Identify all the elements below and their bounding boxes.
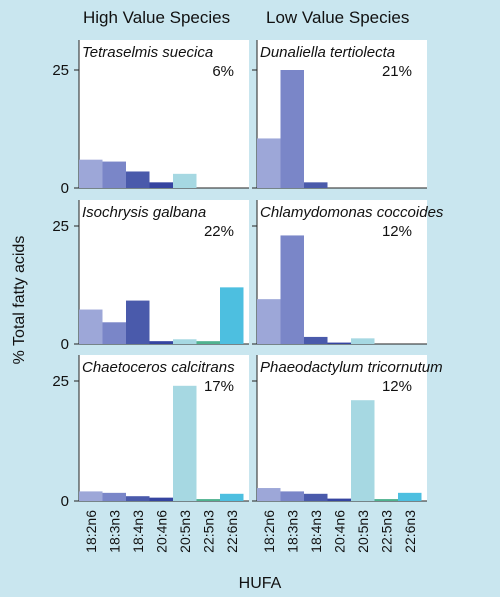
percentage-label: 6% (212, 63, 234, 80)
x-tick-label-18-2n6: 18:2n6 (83, 510, 99, 553)
panel-chlamydomonas: Chlamydomonas coccoides 12% (252, 200, 444, 345)
percentage-label: 12% (382, 223, 412, 240)
y-tick-label: 25 (52, 218, 69, 235)
x-tick-label-20-4n6: 20:4n6 (153, 510, 169, 553)
panel-background (79, 355, 249, 501)
column-title-high-value: High Value Species (83, 8, 230, 27)
bar-20-5n3 (351, 338, 375, 344)
species-name: Isochrysis galbana (82, 204, 206, 221)
bar-20-4n6 (327, 498, 351, 501)
x-category-labels: 18:2n6 18:3n3 18:4n3 20:4n6 20:5n3 22:5n3 22:6… (83, 510, 418, 553)
species-name: Tetraselmis suecica (82, 44, 213, 61)
y-tick-label: 0 (61, 180, 69, 197)
panel-tetraselmis: 0 25 Tetraselmis suecica 6% (52, 40, 249, 197)
x-tick-label-22-6n3: 22:6n3 (224, 510, 240, 553)
bar-20-4n6 (327, 342, 351, 344)
bar-22-6n3 (220, 493, 244, 501)
bar-18-4n3 (304, 336, 328, 344)
percentage-label: 21% (382, 63, 412, 80)
y-tick-label: 25 (52, 373, 69, 390)
x-tick-label-18-3n3: 18:3n3 (284, 510, 300, 553)
bar-18-3n3 (102, 322, 126, 344)
bar-18-2n6 (257, 138, 281, 188)
bar-18-4n3 (126, 300, 150, 344)
bar-18-4n3 (304, 182, 328, 188)
bar-20-5n3 (351, 400, 375, 501)
bar-18-3n3 (102, 161, 126, 188)
percentage-label: 12% (382, 378, 412, 395)
y-tick-label: 25 (52, 62, 69, 79)
species-name: Phaeodactylum tricornutum (260, 359, 443, 376)
panel-dunaliella: Dunaliella tertiolecta 21% (252, 40, 427, 189)
bar-20-4n6 (149, 182, 173, 188)
bar-20-5n3 (173, 339, 197, 344)
bar-18-4n3 (126, 171, 150, 188)
x-tick-label-18-4n3: 18:4n3 (130, 510, 146, 553)
bar-18-3n3 (280, 235, 304, 344)
x-axis-label: HUFA (239, 575, 282, 592)
percentage-label: 17% (204, 378, 234, 395)
y-tick-label: 0 (61, 336, 69, 353)
species-name: Chaetoceros calcitrans (82, 359, 235, 376)
bar-18-3n3 (280, 491, 304, 501)
bar-18-2n6 (79, 159, 103, 188)
y-axis-label: % Total fatty acids (11, 236, 28, 365)
bar-18-4n3 (304, 493, 328, 501)
bar-18-2n6 (257, 488, 281, 501)
species-name: Dunaliella tertiolecta (260, 44, 395, 61)
bar-18-2n6 (257, 299, 281, 344)
x-tick-label-20-4n6: 20:4n6 (331, 510, 347, 553)
x-tick-label-18-3n3: 18:3n3 (106, 510, 122, 553)
y-tick-label: 0 (61, 493, 69, 510)
bar-20-5n3 (173, 173, 197, 188)
bar-18-4n3 (126, 496, 150, 501)
bar-18-2n6 (79, 491, 103, 501)
column-title-low-value: Low Value Species (266, 8, 409, 27)
panel-chaetoceros: 0 25 Chaetoceros calcitrans 17% (52, 355, 249, 510)
panel-phaeodactylum: Phaeodactylum tricornutum 12% (252, 355, 443, 502)
x-tick-label-18-4n3: 18:4n3 (308, 510, 324, 553)
panel-isochrysis: 0 25 Isochrysis galbana 22% (52, 200, 249, 353)
bar-22-5n3 (196, 341, 220, 344)
bar-22-5n3 (374, 499, 398, 501)
percentage-label: 22% (204, 223, 234, 240)
bar-20-4n6 (149, 341, 173, 344)
panel-background (257, 355, 427, 501)
x-tick-label-22-5n3: 22:5n3 (378, 510, 394, 553)
bar-22-6n3 (220, 287, 244, 344)
bar-20-4n6 (149, 497, 173, 501)
bar-20-5n3 (173, 385, 197, 501)
panels: 0 25 Tetraselmis suecica 6% Dunaliella terti… (52, 40, 444, 510)
bar-22-6n3 (398, 492, 422, 501)
species-name: Chlamydomonas coccoides (260, 204, 444, 221)
x-tick-label-22-6n3: 22:6n3 (402, 510, 418, 553)
x-tick-label-20-5n3: 20:5n3 (177, 510, 193, 553)
bar-18-3n3 (280, 70, 304, 188)
x-tick-label-18-2n6: 18:2n6 (261, 510, 277, 553)
x-tick-label-22-5n3: 22:5n3 (200, 510, 216, 553)
x-tick-label-20-5n3: 20:5n3 (355, 510, 371, 553)
bar-22-5n3 (196, 499, 220, 501)
bar-18-2n6 (79, 309, 103, 344)
bar-18-3n3 (102, 492, 126, 501)
